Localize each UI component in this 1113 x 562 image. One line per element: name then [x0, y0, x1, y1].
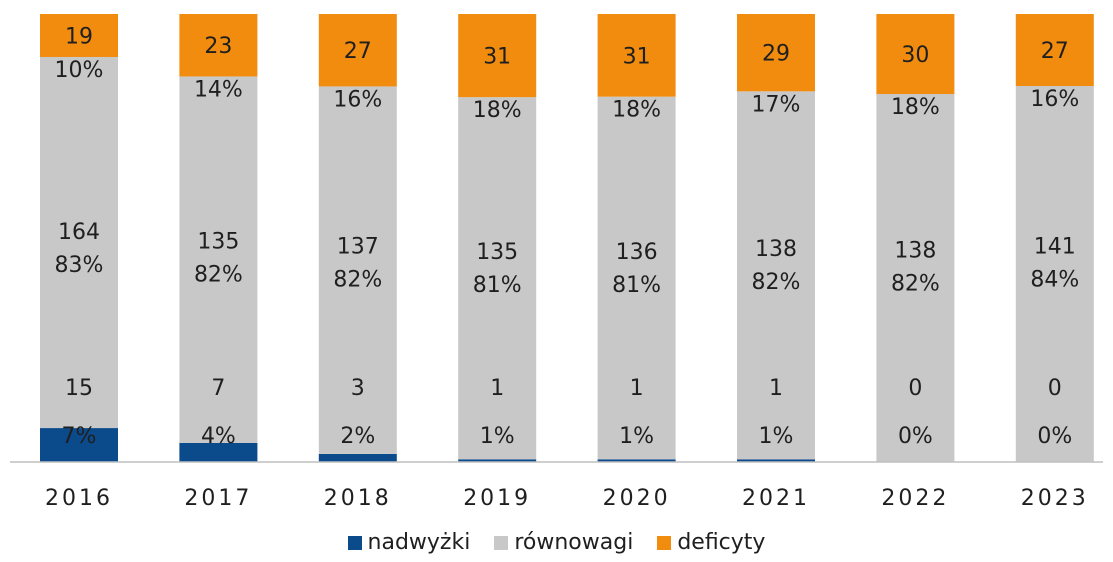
data-label-value-deficyty-2023: 27	[1041, 39, 1069, 64]
bar-rownowagi-2023	[1015, 86, 1094, 462]
data-label-percent-rownowagi-2019: 81%	[473, 273, 522, 298]
legend-item-rownowagi: równowagi	[494, 530, 633, 555]
bar-rownowagi-2016	[40, 56, 118, 429]
data-label-value-rownowagi-2018: 137	[337, 235, 379, 260]
x-tick-label-2023: 2023	[1021, 486, 1089, 511]
x-tick-label-2016: 2016	[45, 486, 113, 511]
data-label-value-nadwyzki-2017: 7	[211, 376, 225, 401]
data-label-value-nadwyzki-2016: 15	[65, 376, 93, 401]
legend-swatch-nadwyzki	[347, 535, 362, 550]
stacked-bar-chart: 157%16483%1910%74%13582%2314%32%13782%27…	[10, 14, 1103, 511]
data-label-value-rownowagi-2021: 138	[755, 237, 797, 262]
x-tick-label-2020: 2020	[603, 486, 671, 511]
data-label-percent-rownowagi-2023: 84%	[1030, 268, 1079, 293]
data-label-value-nadwyzki-2019: 1	[490, 376, 504, 401]
data-label-value-deficyty-2021: 29	[762, 42, 790, 67]
data-label-percent-deficyty-2021: 17%	[752, 92, 801, 117]
data-label-percent-rownowagi-2018: 82%	[333, 268, 382, 293]
data-label-value-rownowagi-2016: 164	[58, 220, 100, 245]
data-label-percent-nadwyzki-2018: 2%	[340, 424, 375, 449]
bar-deficyty-2019	[458, 14, 537, 98]
data-label-percent-rownowagi-2020: 81%	[612, 273, 661, 298]
x-tick-label-2021: 2021	[742, 486, 810, 511]
data-label-percent-rownowagi-2016: 83%	[55, 253, 104, 278]
data-label-percent-nadwyzki-2020: 1%	[619, 424, 654, 449]
data-label-value-deficyty-2020: 31	[623, 44, 651, 69]
bar-nadwyzki-2019	[458, 459, 537, 462]
bar-deficyty-2022	[876, 14, 955, 94]
x-tick-label-2018: 2018	[324, 486, 392, 511]
data-label-percent-rownowagi-2022: 82%	[891, 272, 940, 297]
data-label-value-rownowagi-2019: 135	[476, 240, 518, 265]
x-tick-label-2022: 2022	[881, 486, 949, 511]
data-label-value-deficyty-2019: 31	[483, 45, 511, 70]
bar-deficyty-2023	[1015, 14, 1094, 86]
bar-nadwyzki-2021	[737, 459, 815, 462]
x-axis-ticks: 2016 2017 2018 2019 2020 2021 2022 2023	[45, 486, 1089, 511]
data-label-value-nadwyzki-2022: 0	[908, 376, 922, 401]
x-tick-label-2017: 2017	[184, 486, 252, 511]
bar-rownowagi-2021	[737, 91, 815, 460]
data-label-value-rownowagi-2023: 141	[1034, 235, 1076, 260]
legend-label-nadwyzki: nadwyżki	[367, 530, 471, 555]
data-label-value-deficyty-2018: 27	[344, 39, 372, 64]
legend: nadwyżki równowagi deficyty	[0, 530, 1113, 555]
data-label-percent-deficyty-2022: 18%	[891, 95, 940, 120]
data-label-percent-deficyty-2018: 16%	[333, 87, 382, 112]
legend-swatch-deficyty	[657, 535, 672, 550]
data-label-percent-deficyty-2017: 14%	[194, 77, 243, 102]
bar-deficyty-2018	[318, 14, 397, 87]
bar-rownowagi-2018	[318, 86, 397, 454]
data-label-value-rownowagi-2017: 135	[197, 230, 239, 255]
legend-item-deficyty: deficyty	[657, 530, 765, 555]
legend-label-deficyty: deficyty	[677, 530, 766, 555]
bar-nadwyzki-2016	[40, 428, 118, 462]
data-label-percent-deficyty-2023: 16%	[1030, 87, 1079, 112]
labels-layer: 157%16483%1910%74%13582%2314%32%13782%27…	[55, 24, 1080, 449]
legend-item-nadwyzki: nadwyżki	[347, 530, 471, 555]
bar-nadwyzki-2020	[597, 459, 676, 462]
bar-deficyty-2020	[597, 14, 676, 97]
data-label-value-nadwyzki-2021: 1	[769, 376, 783, 401]
data-label-value-nadwyzki-2018: 3	[351, 376, 365, 401]
bar-nadwyzki-2018	[318, 453, 397, 462]
data-label-percent-nadwyzki-2022: 0%	[898, 424, 933, 449]
data-label-percent-deficyty-2016: 10%	[55, 58, 104, 83]
data-label-percent-rownowagi-2017: 82%	[194, 263, 243, 288]
data-label-value-rownowagi-2022: 138	[894, 239, 936, 264]
data-label-value-nadwyzki-2020: 1	[630, 376, 644, 401]
data-label-percent-deficyty-2019: 18%	[473, 98, 522, 123]
data-label-percent-nadwyzki-2016: 7%	[62, 424, 97, 449]
data-label-value-rownowagi-2020: 136	[616, 240, 658, 265]
data-label-percent-nadwyzki-2021: 1%	[759, 424, 794, 449]
data-label-value-deficyty-2016: 19	[65, 24, 93, 49]
data-label-value-deficyty-2017: 23	[204, 34, 232, 59]
bar-rownowagi-2019	[458, 97, 537, 460]
data-label-value-nadwyzki-2023: 0	[1048, 376, 1062, 401]
bar-deficyty-2016	[40, 14, 118, 57]
data-label-percent-nadwyzki-2019: 1%	[480, 424, 515, 449]
bar-rownowagi-2017	[179, 76, 258, 443]
bar-nadwyzki-2017	[179, 442, 258, 462]
data-label-percent-nadwyzki-2023: 0%	[1037, 424, 1072, 449]
bar-rownowagi-2022	[876, 94, 955, 462]
x-tick-label-2019: 2019	[463, 486, 531, 511]
legend-label-rownowagi: równowagi	[514, 530, 634, 555]
data-label-percent-deficyty-2020: 18%	[612, 98, 661, 123]
data-label-value-deficyty-2022: 30	[901, 43, 929, 68]
legend-swatch-rownowagi	[494, 535, 509, 550]
bar-deficyty-2021	[737, 14, 815, 92]
data-label-percent-rownowagi-2021: 82%	[752, 270, 801, 295]
bar-rownowagi-2020	[597, 96, 676, 460]
bars-layer	[40, 14, 1094, 462]
bar-deficyty-2017	[179, 14, 258, 77]
data-label-percent-nadwyzki-2017: 4%	[201, 424, 236, 449]
